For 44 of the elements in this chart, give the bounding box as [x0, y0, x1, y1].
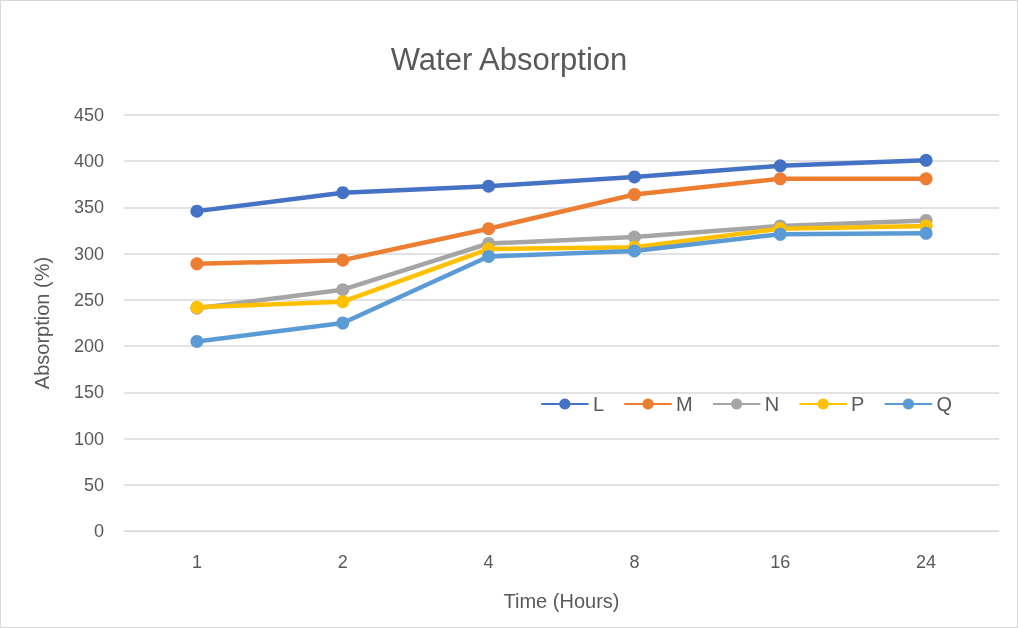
y-tick-label: 350: [73, 197, 104, 218]
y-tick-label: 150: [73, 382, 104, 403]
legend-label: M: [676, 393, 693, 415]
point: [190, 204, 204, 218]
point: [482, 179, 496, 193]
point: [919, 172, 933, 186]
point: [627, 244, 641, 258]
y-tick-label: 300: [73, 243, 104, 264]
y-tick-label: 50: [83, 474, 104, 495]
legend-label: Q: [936, 393, 953, 415]
y-tick-label: 400: [73, 151, 104, 172]
y-tick-label: 450: [73, 105, 104, 125]
point: [482, 222, 496, 236]
y-tick-label: 250: [73, 289, 104, 310]
legend-label: P: [851, 393, 865, 415]
point: [336, 316, 350, 330]
x-tick-label: 8: [629, 552, 640, 572]
x-tick-label: 2: [337, 552, 348, 572]
point: [336, 253, 350, 267]
y-axis-title: Absorption (%): [31, 256, 53, 390]
x-tick-label: 4: [483, 552, 494, 572]
point: [773, 172, 787, 186]
x-axis-title: Time (Hours): [503, 590, 620, 612]
point: [336, 186, 350, 200]
legend-label: L: [592, 393, 604, 415]
point: [482, 249, 496, 263]
y-tick-label: 0: [93, 521, 104, 541]
point: [627, 170, 641, 184]
x-tick-label: 16: [770, 552, 791, 572]
point: [773, 227, 787, 241]
x-tick-label: 1: [191, 552, 202, 572]
point: [190, 334, 204, 348]
point: [773, 159, 787, 173]
legend-label: N: [764, 393, 780, 415]
point: [919, 226, 933, 240]
y-tick-label: 200: [73, 336, 104, 357]
point: [336, 295, 350, 309]
point: [627, 188, 641, 201]
point: [336, 283, 350, 297]
chart-title: Water Absorption: [390, 42, 628, 77]
y-tick-label: 100: [73, 428, 104, 449]
x-tick-label: 24: [916, 552, 937, 572]
point: [919, 153, 933, 167]
point: [190, 257, 204, 271]
